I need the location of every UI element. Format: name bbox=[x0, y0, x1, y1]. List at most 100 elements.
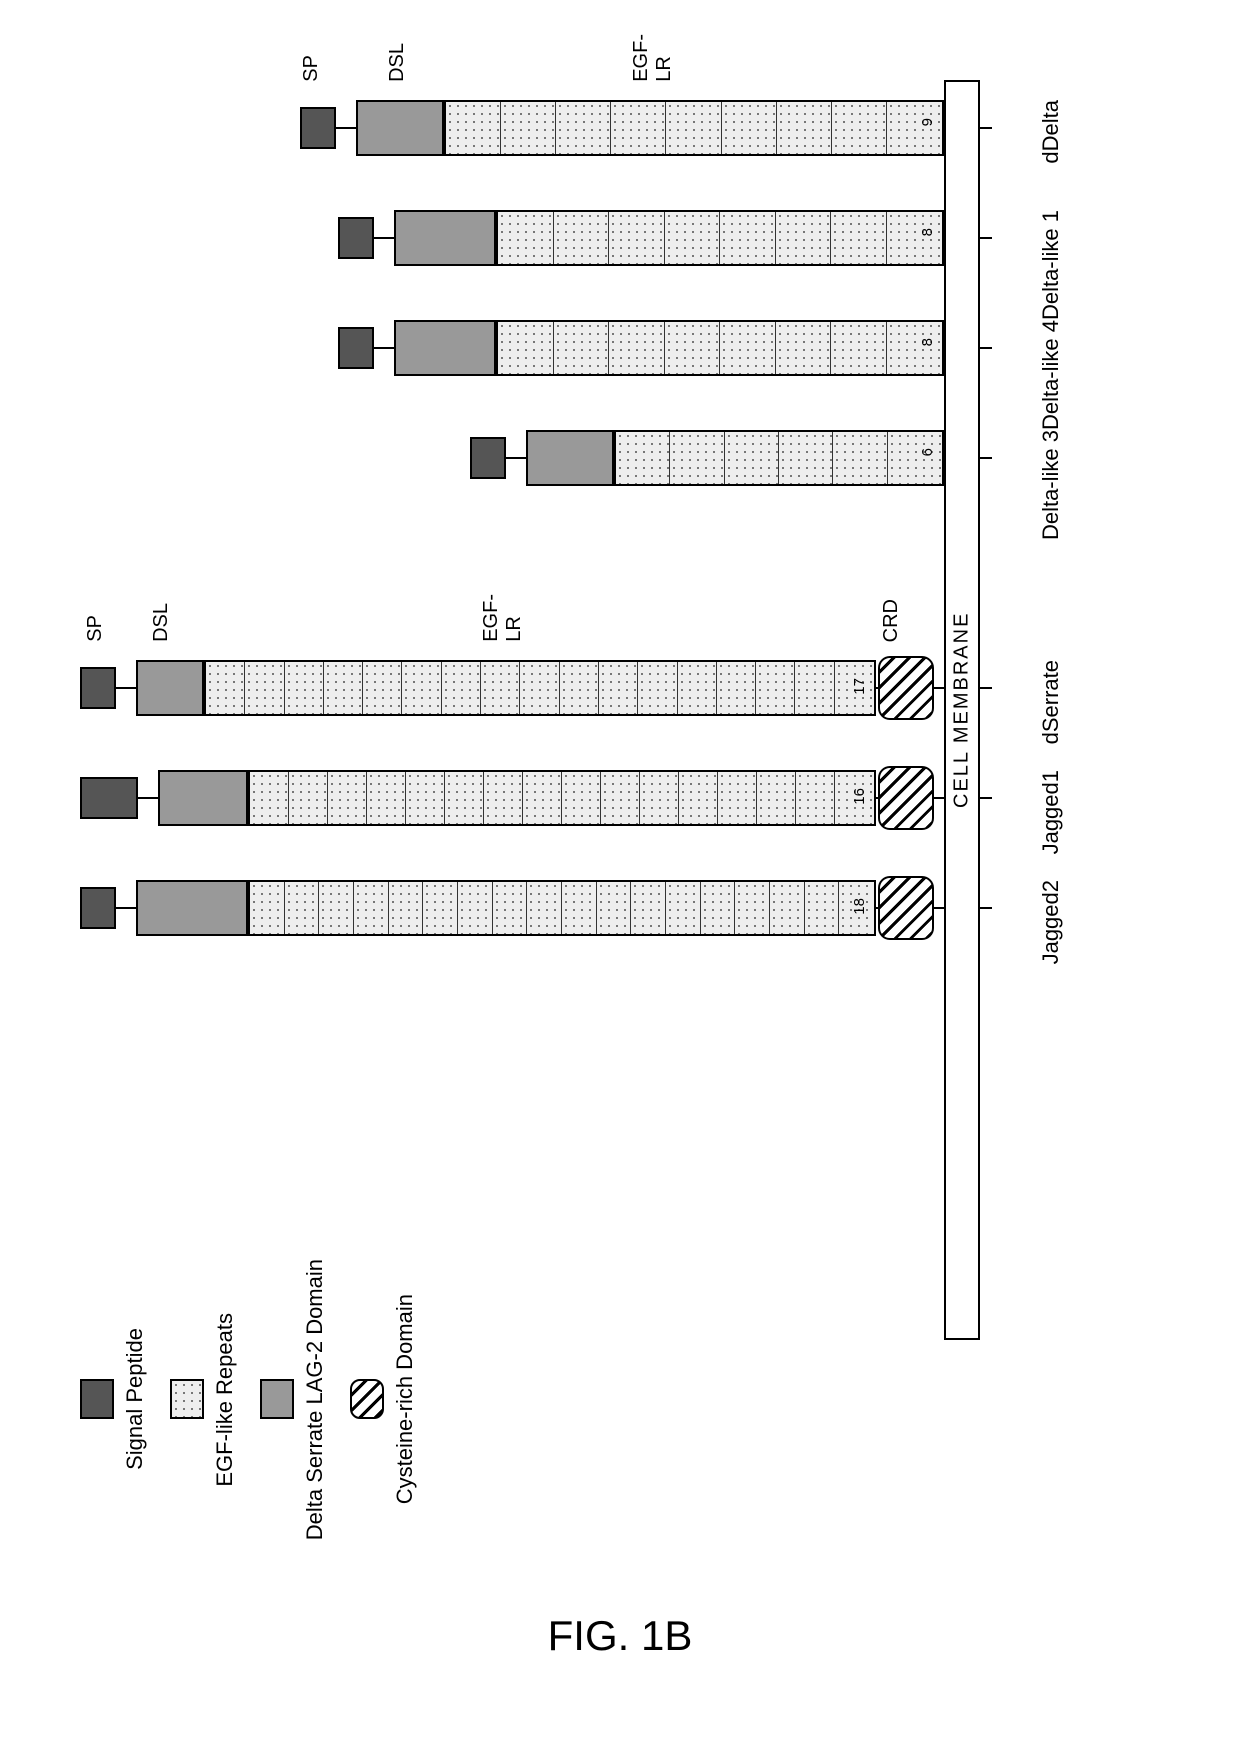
egf-cell bbox=[831, 322, 887, 374]
label-dsl-1: DSL bbox=[386, 43, 409, 82]
swatch-egf bbox=[170, 1379, 204, 1419]
egf-cell bbox=[616, 432, 670, 484]
membrane-label: CELL MEMBRANE bbox=[951, 612, 974, 808]
protein-name: dDelta bbox=[1038, 100, 1064, 164]
label-tick bbox=[980, 907, 992, 909]
egf-cell bbox=[735, 882, 770, 934]
swatch-crd bbox=[350, 1379, 384, 1419]
connector bbox=[506, 457, 526, 459]
egf-cell bbox=[527, 882, 562, 934]
label-tick bbox=[980, 127, 992, 129]
connector-to-membrane bbox=[934, 687, 944, 689]
egf-cell bbox=[445, 772, 484, 824]
diagram-area: SP DSL EGF-LR SP DSL EGF-LR CRD CELL MEM… bbox=[80, 60, 1030, 1460]
connector bbox=[876, 687, 878, 689]
dsl-domain bbox=[136, 660, 204, 716]
egf-cell bbox=[722, 102, 777, 154]
egf-count-label: 9 bbox=[919, 118, 936, 126]
egf-cell bbox=[523, 772, 562, 824]
label-dsl-2: DSL bbox=[150, 603, 173, 642]
egf-cell bbox=[554, 322, 610, 374]
protein-name: Delta-like 1 bbox=[1038, 210, 1064, 320]
egf-cell: 8 bbox=[887, 322, 942, 374]
protein-row: 18Jagged2 bbox=[80, 880, 944, 936]
label-tick bbox=[980, 797, 992, 799]
protein-row: 17dSerrate bbox=[80, 660, 944, 716]
egf-cell bbox=[611, 102, 666, 154]
signal-peptide bbox=[338, 327, 374, 369]
egf-cell bbox=[501, 102, 556, 154]
connector bbox=[876, 907, 878, 909]
connector bbox=[876, 797, 878, 799]
egf-cell bbox=[640, 772, 679, 824]
label-tick bbox=[980, 687, 992, 689]
egf-cell bbox=[484, 772, 523, 824]
group2-axis-labels: SP DSL EGF-LR CRD bbox=[80, 612, 950, 642]
egf-cell bbox=[609, 322, 665, 374]
egf-cell bbox=[562, 772, 601, 824]
egf-cell bbox=[285, 882, 320, 934]
egf-cell bbox=[446, 102, 501, 154]
egf-cell: 6 bbox=[888, 432, 942, 484]
egf-cell bbox=[406, 772, 445, 824]
legend-crd-label: Cysteine-rich Domain bbox=[392, 1294, 418, 1504]
egf-cell bbox=[701, 882, 736, 934]
protein-name: Jagged2 bbox=[1038, 880, 1064, 964]
egf-cell bbox=[493, 882, 528, 934]
egf-cell bbox=[556, 102, 611, 154]
egf-cell bbox=[599, 662, 638, 714]
group1-axis-labels: SP DSL EGF-LR bbox=[300, 52, 940, 82]
egf-repeats: 9 bbox=[444, 100, 944, 156]
label-sp-1: SP bbox=[300, 55, 323, 82]
egf-cell bbox=[679, 772, 718, 824]
egf-cell bbox=[458, 882, 493, 934]
label-tick bbox=[980, 457, 992, 459]
egf-cell bbox=[770, 882, 805, 934]
connector-to-membrane bbox=[934, 797, 944, 799]
protein-name: dSerrate bbox=[1038, 660, 1064, 744]
egf-cell bbox=[666, 102, 721, 154]
connector-to-membrane bbox=[934, 907, 944, 909]
protein-row: 6Delta-like 3 bbox=[80, 430, 944, 486]
dsl-domain bbox=[526, 430, 614, 486]
egf-cell bbox=[389, 882, 424, 934]
crd-domain bbox=[878, 766, 934, 830]
signal-peptide bbox=[80, 887, 116, 929]
egf-cell bbox=[678, 662, 717, 714]
legend-sp: Signal Peptide bbox=[80, 1328, 148, 1470]
egf-cell bbox=[720, 212, 776, 264]
egf-cell bbox=[665, 212, 721, 264]
egf-cell bbox=[498, 322, 554, 374]
label-egflr-1: EGF-LR bbox=[630, 34, 676, 82]
egf-cell: 16 bbox=[835, 772, 874, 824]
connector bbox=[138, 797, 158, 799]
connector bbox=[336, 127, 356, 129]
egf-count-label: 8 bbox=[919, 228, 936, 236]
egf-cell bbox=[354, 882, 389, 934]
legend-crd: Cysteine-rich Domain bbox=[350, 1294, 418, 1504]
protein-name: Delta-like 3 bbox=[1038, 430, 1064, 540]
cell-membrane: CELL MEMBRANE bbox=[944, 80, 980, 1340]
egf-cell bbox=[795, 662, 834, 714]
legend: Signal Peptide EGF-like Repeats Delta Se… bbox=[80, 1259, 1180, 1540]
protein-row: 16Jagged1 bbox=[80, 770, 944, 826]
egf-cell bbox=[250, 882, 285, 934]
connector bbox=[116, 907, 136, 909]
egf-repeats: 18 bbox=[248, 880, 876, 936]
egf-cell bbox=[562, 882, 597, 934]
legend-dsl: Delta Serrate LAG-2 Domain bbox=[260, 1259, 328, 1540]
egf-cell bbox=[725, 432, 779, 484]
egf-cell bbox=[363, 662, 402, 714]
egf-count-label: 17 bbox=[851, 678, 868, 695]
egf-cell: 8 bbox=[887, 212, 942, 264]
egf-cell bbox=[289, 772, 328, 824]
signal-peptide bbox=[80, 777, 138, 819]
egf-cell bbox=[638, 662, 677, 714]
swatch-dsl bbox=[260, 1379, 294, 1419]
egf-cell bbox=[831, 212, 887, 264]
egf-cell bbox=[756, 662, 795, 714]
egf-cell bbox=[319, 882, 354, 934]
egf-cell bbox=[779, 432, 833, 484]
swatch-sp bbox=[80, 1379, 114, 1419]
egf-count-label: 8 bbox=[919, 338, 936, 346]
